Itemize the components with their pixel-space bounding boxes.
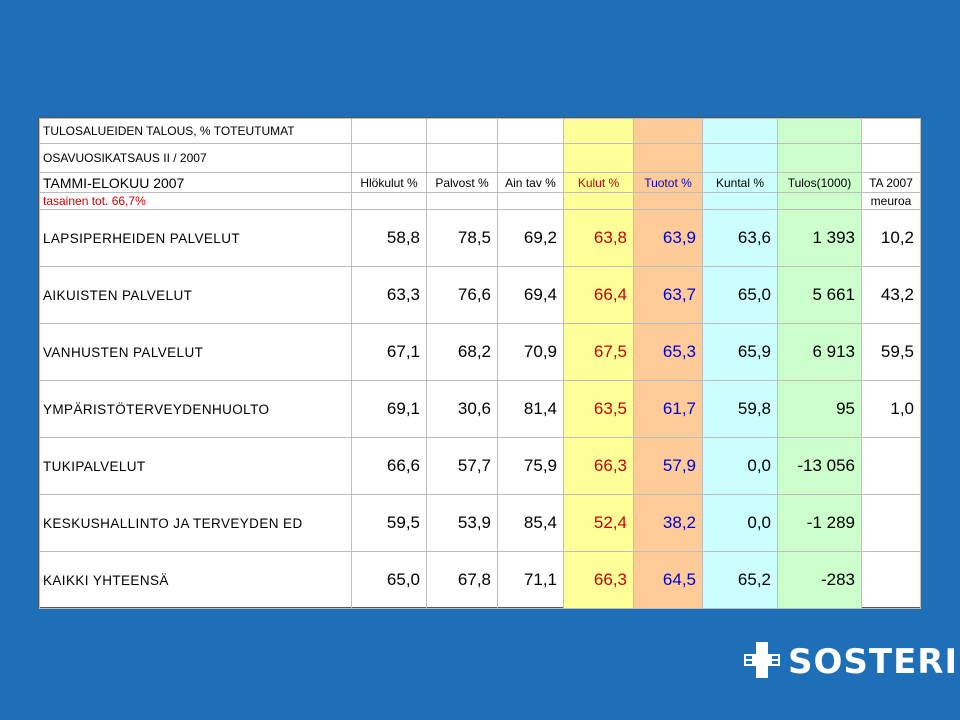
cell-ta	[861, 494, 921, 552]
sosteri-logo: SOSTERI	[742, 640, 958, 684]
cell-aintav: 75,9	[497, 437, 564, 495]
cell-palvost: 57,7	[426, 437, 498, 495]
cell-aintav: 85,4	[497, 494, 564, 552]
cell-hlokulut: 69,1	[351, 380, 427, 438]
report-title: TULOSALUEIDEN TALOUS, % TOTEUTUMAT	[39, 118, 352, 144]
ta-unit-label: meuroa	[861, 192, 921, 210]
row-label: VANHUSTEN PALVELUT	[39, 323, 352, 381]
cell-kulut: 66,3	[563, 437, 634, 495]
period-label: TAMMI-ELOKUU 2007	[39, 172, 352, 193]
cell-tulos: -1 289	[777, 494, 862, 552]
cell-palvost: 53,9	[426, 494, 498, 552]
row-label: TUKIPALVELUT	[39, 437, 352, 495]
cell-aintav: 69,4	[497, 266, 564, 324]
cell-tulos: 1 393	[777, 209, 862, 267]
cell-palvost: 76,6	[426, 266, 498, 324]
table-row: AIKUISTEN PALVELUT 63,3 76,6 69,4 66,4 6…	[39, 266, 921, 324]
cell-kuntal: 65,2	[702, 551, 778, 609]
cell-kulut: 52,4	[563, 494, 634, 552]
cell-ta: 1,0	[861, 380, 921, 438]
table-row: VANHUSTEN PALVELUT 67,1 68,2 70,9 67,5 6…	[39, 323, 921, 381]
cell-hlokulut: 58,8	[351, 209, 427, 267]
cell-hlokulut: 63,3	[351, 266, 427, 324]
cell-kuntal: 65,9	[702, 323, 778, 381]
table-row: YMPÄRISTÖTERVEYDENHUOLTO 69,1 30,6 81,4 …	[39, 380, 921, 438]
cell-kulut: 63,8	[563, 209, 634, 267]
finance-table: TULOSALUEIDEN TALOUS, % TOTEUTUMAT OSAVU…	[39, 118, 921, 609]
row-label: KESKUSHALLINTO JA TERVEYDEN ED	[39, 494, 352, 552]
cell-tuotot: 64,5	[633, 551, 703, 609]
col-header-aintav: Ain tav %	[497, 172, 564, 193]
cell-hlokulut: 59,5	[351, 494, 427, 552]
cell-tuotot: 63,9	[633, 209, 703, 267]
cell-aintav: 81,4	[497, 380, 564, 438]
cell-kulut: 67,5	[563, 323, 634, 381]
col-header-hlokulut: Hlökulut %	[351, 172, 427, 193]
cell-kulut: 66,4	[563, 266, 634, 324]
cell-palvost: 30,6	[426, 380, 498, 438]
row-label: YMPÄRISTÖTERVEYDENHUOLTO	[39, 380, 352, 438]
row-label: LAPSIPERHEIDEN PALVELUT	[39, 209, 352, 267]
cell-ta: 43,2	[861, 266, 921, 324]
cell-ta: 59,5	[861, 323, 921, 381]
table-row: TUKIPALVELUT 66,6 57,7 75,9 66,3 57,9 0,…	[39, 437, 921, 495]
cell-palvost: 67,8	[426, 551, 498, 609]
cell-kuntal: 59,8	[702, 380, 778, 438]
spreadsheet-table: TULOSALUEIDEN TALOUS, % TOTEUTUMAT OSAVU…	[38, 117, 921, 609]
cell-tuotot: 63,7	[633, 266, 703, 324]
cell-kulut: 66,3	[563, 551, 634, 609]
cell-aintav: 70,9	[497, 323, 564, 381]
col-header-tulos: Tulos(1000)	[777, 172, 862, 193]
cell-tuotot: 38,2	[633, 494, 703, 552]
col-header-tuotot: Tuotot %	[633, 172, 703, 193]
cell-palvost: 78,5	[426, 209, 498, 267]
cell-kuntal: 63,6	[702, 209, 778, 267]
cell-ta	[861, 437, 921, 495]
cell-tulos: -13 056	[777, 437, 862, 495]
table-row: LAPSIPERHEIDEN PALVELUT 58,8 78,5 69,2 6…	[39, 209, 921, 267]
cell-aintav: 71,1	[497, 551, 564, 609]
cell-kulut: 63,5	[563, 380, 634, 438]
cell-aintav: 69,2	[497, 209, 564, 267]
cell-tulos: 95	[777, 380, 862, 438]
cell-kuntal: 0,0	[702, 437, 778, 495]
col-header-palvost: Palvost %	[426, 172, 498, 193]
cell-ta: 10,2	[861, 209, 921, 267]
cell-kuntal: 65,0	[702, 266, 778, 324]
report-subtitle: OSAVUOSIKATSAUS II / 2007	[39, 143, 352, 173]
cell-hlokulut: 66,6	[351, 437, 427, 495]
table-row-total: KAIKKI YHTEENSÄ 65,0 67,8 71,1 66,3 64,5…	[39, 551, 921, 609]
row-label: AIKUISTEN PALVELUT	[39, 266, 352, 324]
cell-tuotot: 57,9	[633, 437, 703, 495]
cell-hlokulut: 67,1	[351, 323, 427, 381]
cell-tulos: 5 661	[777, 266, 862, 324]
col-header-ta: TA 2007	[861, 172, 921, 193]
table-row: KESKUSHALLINTO JA TERVEYDEN ED 59,5 53,9…	[39, 494, 921, 552]
cross-logo-icon	[742, 640, 782, 685]
cell-tuotot: 65,3	[633, 323, 703, 381]
cell-hlokulut: 65,0	[351, 551, 427, 609]
cell-tulos: -283	[777, 551, 862, 609]
row-label: KAIKKI YHTEENSÄ	[39, 551, 352, 609]
cell-tulos: 6 913	[777, 323, 862, 381]
cell-palvost: 68,2	[426, 323, 498, 381]
target-rate-label: tasainen tot. 66,7%	[39, 192, 352, 210]
col-header-kuntal: Kuntal %	[702, 172, 778, 193]
col-header-kulut: Kulut %	[563, 172, 634, 193]
cell-kuntal: 0,0	[702, 494, 778, 552]
cell-ta	[861, 551, 921, 609]
logo-text: SOSTERI	[788, 642, 959, 682]
cell-tuotot: 61,7	[633, 380, 703, 438]
